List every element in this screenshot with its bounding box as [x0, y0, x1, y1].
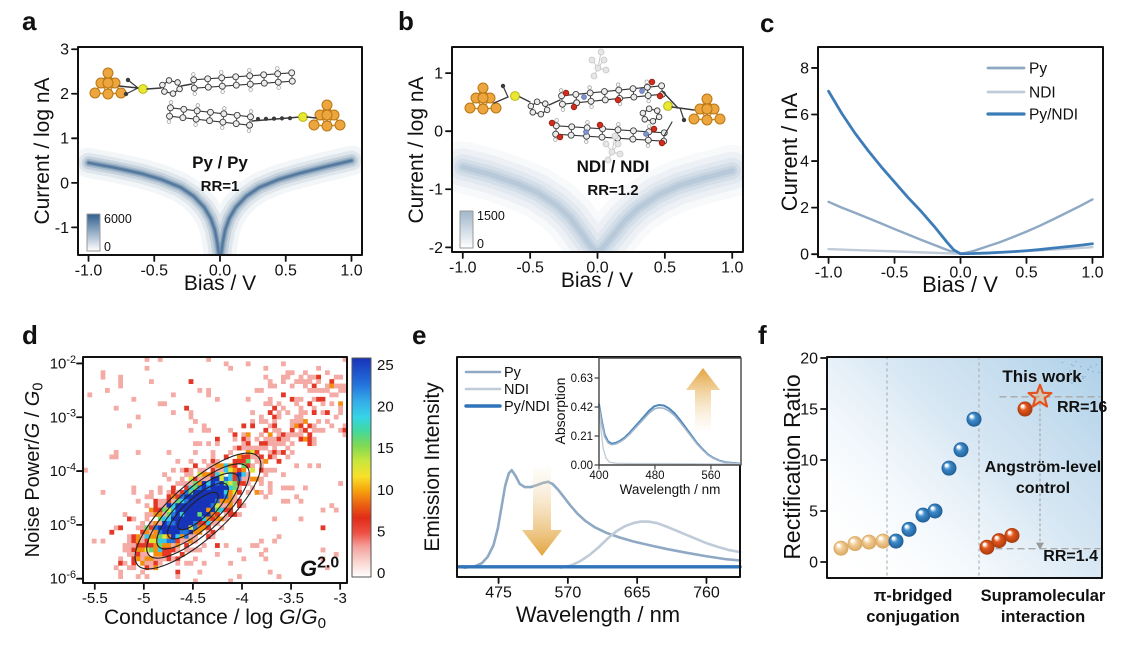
panel-a — [8, 0, 378, 310]
panel-d — [8, 315, 398, 656]
panel-e — [400, 315, 750, 656]
panel-label-c: c — [760, 8, 775, 38]
panel-f — [755, 315, 1134, 656]
panel-c — [755, 0, 1134, 310]
panel-label-e: e — [412, 320, 427, 350]
panel-b — [390, 0, 750, 310]
panel-label-a: a — [22, 6, 37, 36]
panel-label-d: d — [22, 320, 38, 350]
panel-label-f: f — [758, 320, 767, 350]
panel-label-b: b — [398, 6, 414, 36]
